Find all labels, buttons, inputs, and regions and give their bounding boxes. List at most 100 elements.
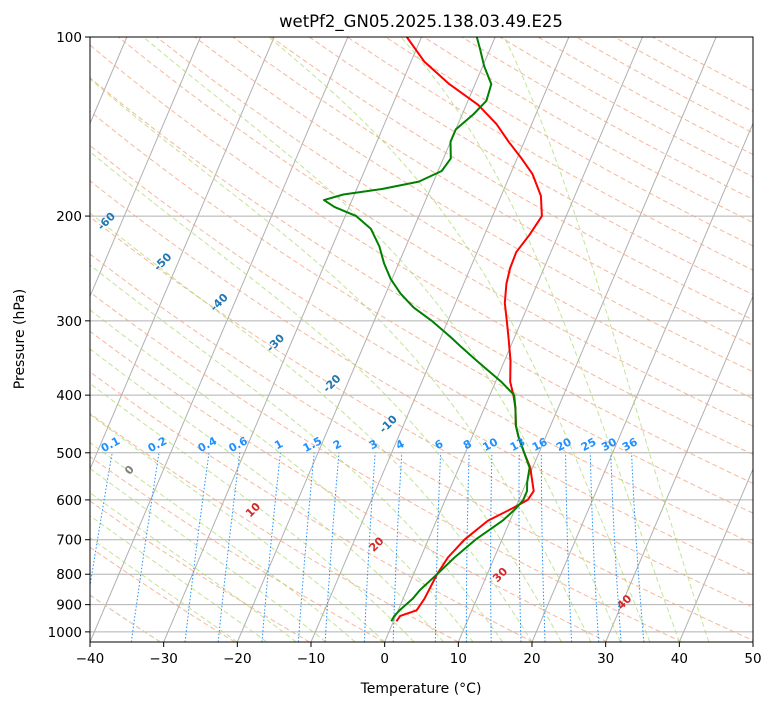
isotherm-line: [90, 37, 275, 471]
mixing-ratio-label: 16: [530, 435, 550, 454]
moist-adiabat-line: [142, 37, 621, 642]
mixing-ratio-label: 25: [579, 435, 599, 454]
y-tick-label: 900: [56, 598, 82, 614]
moist-adiabat-line: [90, 467, 327, 642]
mixing-ratio-line: [217, 452, 241, 642]
mixing-ratio-label: 8: [461, 437, 474, 452]
dewpoint-line: [323, 37, 531, 622]
mixing-ratio-line: [490, 452, 493, 642]
x-tick-label: −20: [223, 651, 252, 667]
moist-adiabat-line: [90, 151, 562, 642]
x-tick-label: 0: [380, 651, 389, 667]
mixing-ratio-label: 0.4: [196, 434, 220, 455]
isotherm-line: [457, 37, 717, 642]
dry-adiabat-line: [90, 291, 683, 642]
sounding-series: [323, 37, 543, 622]
mixing-ratio-line: [565, 452, 573, 642]
x-tick-label: 30: [597, 651, 614, 667]
moist-adiabat-line: [400, 37, 680, 642]
mixing-ratio-label: 30: [599, 435, 619, 454]
dry-adiabat-label: 20: [367, 534, 387, 554]
mixing-ratio-label: 20: [554, 435, 574, 454]
dry-adiabat-line: [90, 546, 236, 642]
x-tick-label: 40: [671, 651, 688, 667]
dry-adiabat-line: [90, 77, 753, 484]
isotherm-line: [384, 37, 643, 642]
mixing-ratio-label: 6: [433, 437, 446, 452]
mixing-ratio-label: 4: [394, 437, 407, 452]
isotherm-line: [678, 467, 753, 642]
mixing-ratio-line: [297, 452, 315, 642]
mixing-ratio-line: [518, 452, 522, 642]
mixing-ratio-line: [324, 452, 340, 642]
dry-adiabat-line: [347, 37, 753, 271]
x-tick-label: 20: [523, 651, 540, 667]
dry-adiabat-line: [90, 371, 534, 642]
dry-adiabat-line: [90, 412, 459, 642]
dry-adiabat-line: [90, 44, 753, 455]
x-tick-label: −40: [76, 651, 105, 667]
dry-adiabat-line: [90, 253, 753, 642]
mixing-ratio-label: 36: [620, 435, 640, 454]
chart-title: wetPf2_GN05.2025.138.03.49.E25: [279, 12, 563, 32]
mixing-ratio-line: [434, 452, 442, 642]
plot-frame: [89, 36, 754, 643]
x-tick-label: 10: [450, 651, 467, 667]
mixing-ratio-line: [184, 452, 210, 642]
mixing-ratio-label: 10: [480, 435, 500, 454]
mixing-ratio-label: 1.5: [301, 434, 324, 455]
moist-adiabat-line: [90, 382, 415, 642]
mixing-ratio-line: [631, 452, 645, 642]
y-tick-label: 200: [56, 209, 82, 225]
y-tick-label: 300: [56, 314, 82, 330]
mixing-ratio-line: [540, 452, 546, 642]
pressure-grid: [90, 37, 753, 633]
dry-adiabat-line: [90, 500, 310, 642]
mixing-ratio-line: [610, 452, 622, 642]
dry-adiabat-line: [90, 330, 608, 642]
dry-adiabat-line: [308, 37, 753, 296]
dry-adiabats: [90, 37, 753, 642]
isotherm-label: -30: [264, 331, 287, 354]
dry-adiabat-line: [499, 37, 753, 178]
isotherm-line: [531, 122, 753, 642]
y-tick-label: 500: [56, 446, 82, 462]
mixing-ratio-lines: [90, 452, 645, 642]
y-axis-label: Pressure (hPa): [12, 289, 28, 389]
mixing-ratio-label: 2: [331, 437, 344, 452]
isotherm-line: [163, 37, 422, 642]
moist-adiabat-line: [90, 212, 533, 642]
dry-adiabat-label: 10: [243, 500, 263, 520]
x-axis-label: Temperature (°C): [360, 681, 482, 697]
isotherm-label: -70: [38, 169, 61, 192]
isotherm-line: [605, 295, 753, 642]
mixing-ratio-label: 1: [272, 437, 285, 452]
mixing-ratio-line: [392, 452, 403, 642]
mixing-ratio-label: 13: [508, 435, 528, 454]
moist-adiabats: [90, 37, 710, 642]
y-axis: 100 200 300 400 500 600 700 800 900 1000: [48, 30, 90, 641]
dry-adiabat-line: [90, 180, 753, 576]
isotherm-line: [90, 37, 201, 298]
mixing-ratio-line: [130, 452, 160, 642]
dry-adiabat-line: [652, 37, 753, 91]
moist-adiabat-line: [90, 309, 474, 642]
mixing-ratio-line: [261, 452, 281, 642]
moist-adiabat-line: [90, 348, 444, 642]
mixing-ratio-label: 0.1: [99, 434, 122, 455]
moist-adiabat-line: [90, 264, 503, 642]
moist-adiabat-line: [503, 37, 710, 642]
mixing-ratio-line: [465, 452, 470, 642]
isotherm-line: [752, 640, 753, 642]
dry-adiabat-line: [423, 37, 753, 224]
dry-adiabat-line: [156, 37, 753, 400]
moist-adiabat-line: [90, 537, 238, 642]
moist-adiabat-line: [268, 37, 651, 642]
isotherm-line: [90, 37, 349, 642]
isotherm-label: -60: [95, 210, 118, 233]
x-tick-label: 50: [744, 651, 761, 667]
x-axis: −40 −30 −20 −10 0 10 20 30 40 50: [76, 642, 762, 667]
y-tick-label: 800: [56, 567, 82, 583]
mixing-ratio-label: 0.6: [227, 434, 251, 455]
